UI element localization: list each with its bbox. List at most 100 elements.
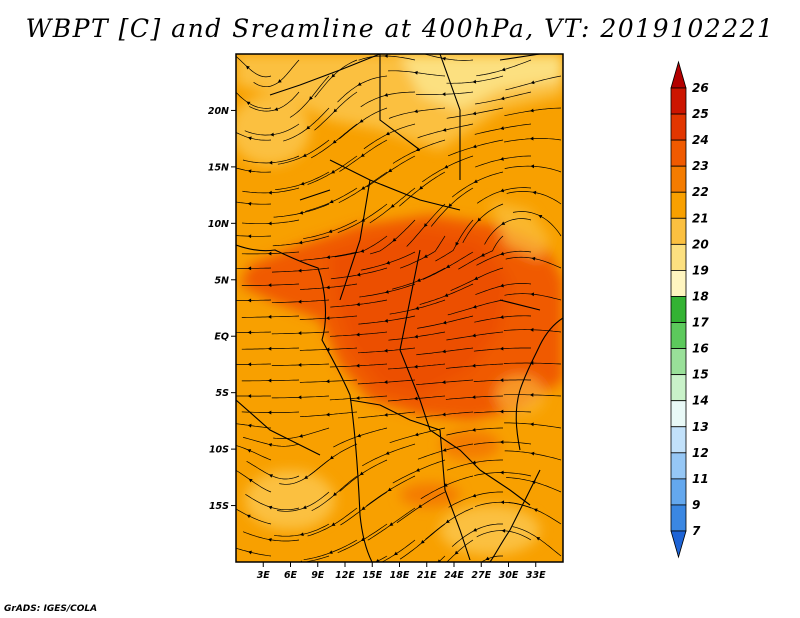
streamline-arrow xyxy=(325,379,330,384)
streamline-arrow xyxy=(356,302,360,307)
streamline-arrow xyxy=(441,412,446,417)
streamline-arrow xyxy=(415,306,420,311)
streamline-arrow xyxy=(500,188,505,193)
colorbar-label: 19 xyxy=(692,263,709,277)
streamline-arrow xyxy=(473,527,478,532)
colorbar-label: 25 xyxy=(692,107,709,121)
streamline-arrow xyxy=(501,528,506,533)
lon-tick-label: 24E xyxy=(444,570,464,581)
streamline-arrow xyxy=(268,474,273,478)
streamline-arrow xyxy=(387,487,392,492)
streamline-arrow xyxy=(532,190,537,195)
colorbar-bottom-arrow xyxy=(670,530,687,559)
streamline-arrow xyxy=(384,54,388,58)
streamline-arrow xyxy=(384,93,389,97)
lat-tick-label: 20N xyxy=(208,106,229,117)
streamline xyxy=(236,508,272,525)
streamline-arrow xyxy=(356,272,361,277)
streamline-arrow xyxy=(472,79,477,84)
streamline-arrow xyxy=(446,264,451,268)
streamline-arrow xyxy=(297,268,302,273)
streamline-arrow xyxy=(477,217,482,222)
lon-tick-label: 3E xyxy=(257,570,271,581)
colorbar-swatch xyxy=(670,296,687,323)
streamline-arrow xyxy=(247,266,252,271)
streamline-arrow xyxy=(297,299,302,304)
streamline-arrow xyxy=(248,478,253,483)
streamline-arrow xyxy=(304,475,309,479)
colorbar-label: 11 xyxy=(692,472,709,486)
streamline-arrow xyxy=(471,427,476,432)
streamline-arrow xyxy=(413,396,418,401)
streamline-arrow xyxy=(538,214,543,219)
streamline-arrow xyxy=(360,249,365,253)
streamline-arrow xyxy=(248,550,252,555)
streamline-arrow xyxy=(419,185,424,190)
streamline-arrow xyxy=(500,156,504,161)
streamline-arrow xyxy=(375,558,380,562)
streamline-arrow xyxy=(297,362,302,367)
streamline-arrow xyxy=(268,505,273,510)
colorbar-label: 16 xyxy=(692,342,709,356)
streamline-arrow xyxy=(355,363,360,368)
streamline-arrow xyxy=(474,276,479,280)
streamline-arrow xyxy=(298,240,303,245)
streamline-arrow xyxy=(267,346,272,351)
streamline xyxy=(236,331,272,334)
streamline-arrow xyxy=(499,440,504,445)
streamline-arrow xyxy=(530,164,535,169)
streamline-arrow xyxy=(442,320,447,325)
streamline-arrow xyxy=(333,108,338,113)
streamline-arrow xyxy=(444,164,449,169)
streamline-arrow xyxy=(414,109,418,114)
streamline-arrow xyxy=(441,92,446,97)
streamline-arrow xyxy=(442,349,446,354)
streamline-arrow xyxy=(268,443,273,447)
streamline-arrow xyxy=(485,556,490,561)
lat-tick-label: 15N xyxy=(208,162,229,173)
streamline-arrow xyxy=(383,380,388,385)
colorbar-label: 23 xyxy=(692,159,709,173)
lon-tick-label: 27E xyxy=(471,570,491,581)
lat-tick-label: 5N xyxy=(214,275,229,286)
streamline-arrow xyxy=(300,181,305,186)
streamline-arrow xyxy=(299,210,304,215)
footer-credit: GrADS: IGES/COLA xyxy=(4,604,98,614)
streamline-arrow xyxy=(500,470,504,475)
streamline-arrow xyxy=(500,283,504,288)
lon-tick-label: 33E xyxy=(526,570,546,581)
lon-tick-label: 30E xyxy=(499,570,519,581)
streamline-arrow xyxy=(500,251,505,256)
streamline-arrow xyxy=(472,111,477,116)
streamline-arrow xyxy=(355,396,360,400)
colorbar-label: 9 xyxy=(692,498,700,512)
streamline-arrow xyxy=(274,107,279,111)
streamline-arrow xyxy=(389,522,394,526)
colorbar-swatch xyxy=(670,452,687,480)
streamline-arrow xyxy=(423,254,428,258)
map-title: WBPT [C] and Sreamline at 400hPa, VT: 20… xyxy=(25,14,775,43)
colorbar-swatch xyxy=(670,139,687,167)
colorbar-swatch xyxy=(670,374,687,402)
colorbar-swatch xyxy=(670,243,687,271)
streamline-arrow xyxy=(325,412,330,417)
streamline xyxy=(446,539,474,562)
streamline-arrow xyxy=(500,500,505,505)
lat-tick-label: 10N xyxy=(208,219,229,230)
colorbar-swatch xyxy=(670,191,687,219)
lon-tick-label: 6E xyxy=(284,570,298,581)
streamline-arrow xyxy=(499,409,504,414)
streamline-arrow xyxy=(472,493,477,498)
streamline-arrow xyxy=(328,550,333,554)
streamline-arrow xyxy=(277,79,282,83)
colorbar-top-arrow xyxy=(670,60,687,89)
streamline-arrow xyxy=(361,506,366,511)
streamline-arrow xyxy=(415,468,420,472)
streamline-arrow xyxy=(384,318,388,323)
streamline-arrow xyxy=(299,434,303,438)
colorbar-label: 17 xyxy=(692,316,709,330)
streamline-arrow xyxy=(530,80,535,85)
colorbar-swatch xyxy=(670,87,687,115)
streamline-arrow xyxy=(326,255,331,260)
streamline-arrow xyxy=(441,56,446,61)
